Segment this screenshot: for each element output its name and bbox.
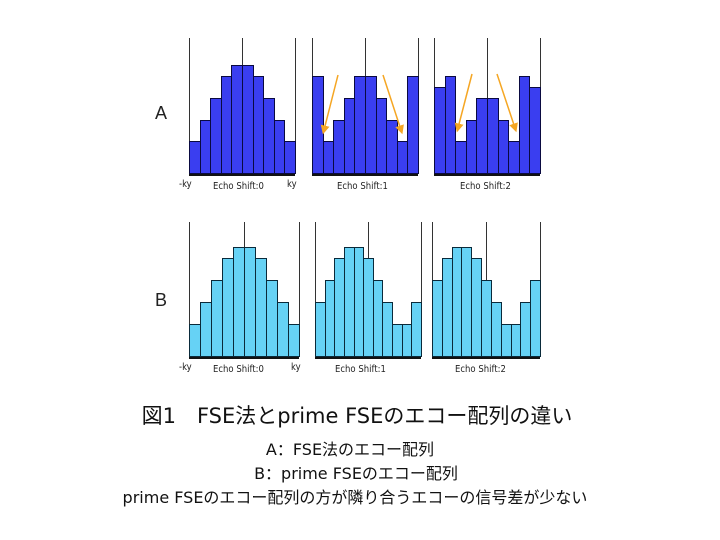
chart-x-label: Echo Shift:2 [455,364,506,375]
tick-label-ky: ky [287,179,297,190]
chart-b-shift-2 [432,222,541,359]
bar [529,86,541,174]
bar [530,280,541,357]
tick-label-neg-ky: -ky [179,179,192,190]
baseline [189,357,299,359]
baseline [434,174,540,176]
baseline [312,174,418,176]
figure-title: 図1 FSE法とprime FSEのエコー配列の違い [141,404,573,428]
baseline [189,174,295,176]
bar [284,141,296,174]
chart-b-shift-1 [315,222,422,359]
baseline [315,357,421,359]
chart-a-shift-2 [434,38,541,176]
chart-x-label: Echo Shift:2 [460,181,511,192]
edge-axis-line [299,222,300,357]
chart-a-shift-1 [312,38,419,176]
bar [407,75,419,174]
row-label-a: A [155,103,168,123]
caption-line-c: prime FSEのエコー配列の方が隣り合うエコーの信号差が少ない [122,488,588,507]
caption-line-a: A：FSE法のエコー配列 [265,440,435,459]
edge-axis-line [189,38,190,174]
tick-label-neg-ky: -ky [179,362,192,373]
chart-b-shift-0 [189,222,300,359]
chart-a-shift-0 [189,38,296,176]
chart-x-label: Echo Shift:1 [335,364,386,375]
edge-axis-line [315,222,316,357]
baseline [432,357,540,359]
caption-line-b: B：prime FSEのエコー配列 [254,464,458,483]
bar [288,324,300,357]
chart-x-label: Echo Shift:1 [337,181,388,192]
bar [411,302,422,357]
chart-x-label: Echo Shift:0 [213,181,264,192]
edge-axis-line [421,222,422,357]
tick-label-ky: ky [291,362,301,373]
chart-x-label: Echo Shift:0 [213,364,264,375]
edge-axis-line [189,222,190,357]
edge-axis-line [295,38,296,174]
row-label-b: B [155,290,168,310]
